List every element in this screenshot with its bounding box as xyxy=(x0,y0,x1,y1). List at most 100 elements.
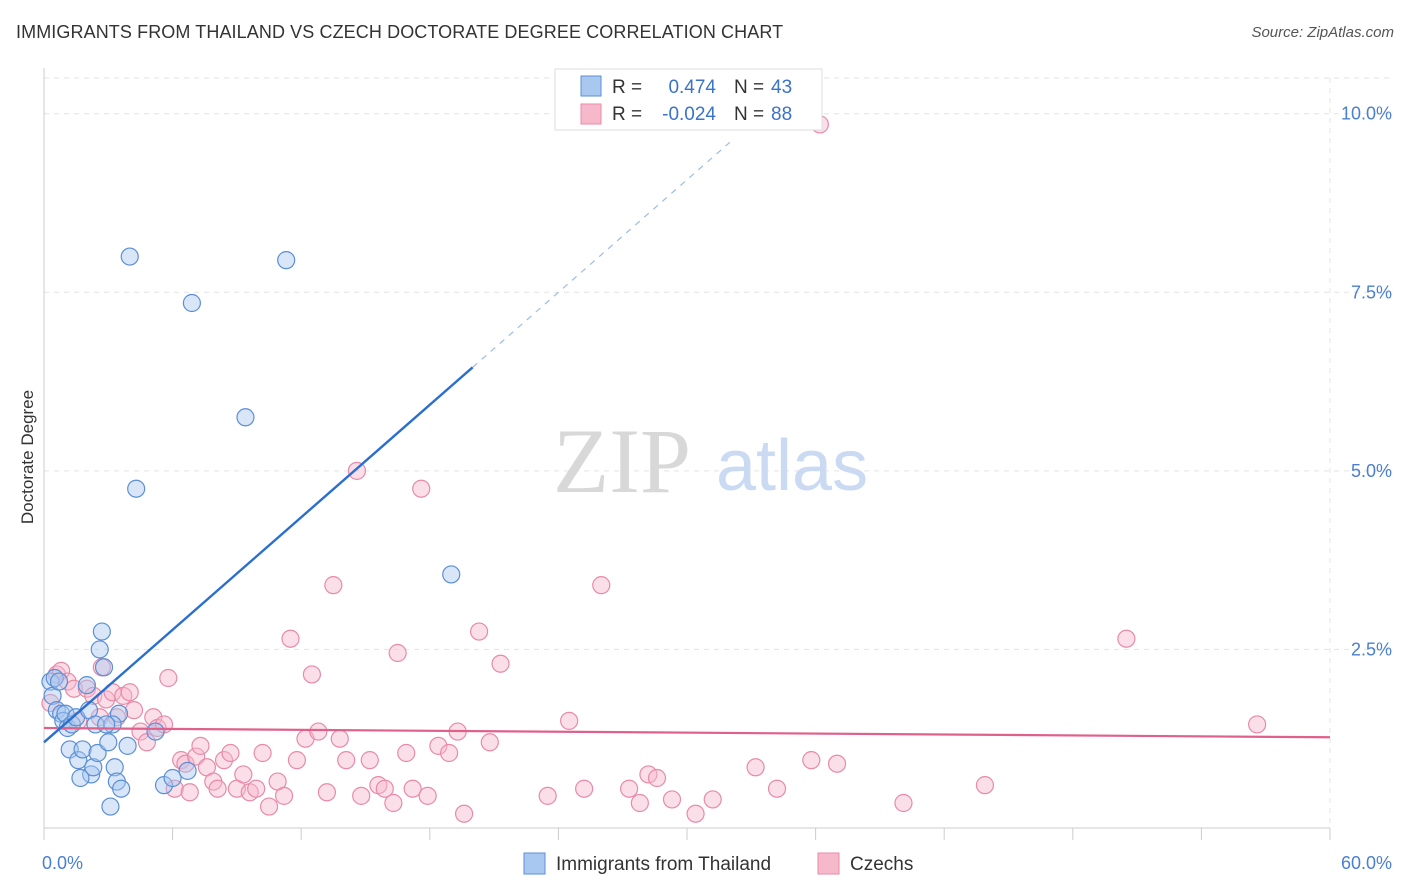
czech-point xyxy=(330,729,349,748)
bottom-legend-label-thailand: Immigrants from Thailand xyxy=(556,854,771,875)
czech-point xyxy=(802,751,821,770)
y-axis-title: Doctorate Degree xyxy=(18,390,37,524)
czech-point xyxy=(176,754,195,773)
czech-point xyxy=(454,804,474,823)
czech-point xyxy=(538,786,557,805)
czech-point xyxy=(337,751,356,770)
czech-point xyxy=(347,461,367,480)
y-tick-label: 10.0% xyxy=(1341,104,1392,124)
czech-point xyxy=(131,722,150,741)
thailand-point xyxy=(236,408,255,427)
gridlines xyxy=(44,77,1392,828)
thailand-point xyxy=(146,722,165,741)
czech-point xyxy=(287,751,307,770)
czech-point xyxy=(187,747,206,766)
x-tick-label-max: 60.0% xyxy=(1341,853,1392,873)
y-tick-label: 2.5% xyxy=(1351,639,1392,659)
thailand-point xyxy=(97,715,116,734)
czech-point xyxy=(397,743,416,763)
czech-point xyxy=(159,668,178,688)
y-tick-label: 5.0% xyxy=(1351,461,1392,481)
legend-r-value-czech: -0.024 xyxy=(662,104,716,125)
thailand-point xyxy=(88,743,107,763)
czech-point xyxy=(191,736,210,755)
czech-point xyxy=(1117,629,1136,648)
legend-swatch-czech xyxy=(580,103,602,125)
czech-point xyxy=(662,790,682,809)
trendlines xyxy=(43,141,1331,744)
czech-point xyxy=(259,797,279,816)
thailand-point xyxy=(163,768,182,788)
czech-point xyxy=(480,733,499,752)
legend-swatch-thailand xyxy=(580,75,602,97)
czech-point xyxy=(767,779,787,798)
czech-point xyxy=(302,665,322,684)
czech-point xyxy=(120,683,139,702)
czech-point xyxy=(592,576,611,595)
thailand-point xyxy=(120,247,139,266)
czech-point xyxy=(384,793,403,813)
czech-point xyxy=(281,629,300,648)
czech-point xyxy=(214,751,234,770)
thailand-point xyxy=(90,640,109,659)
czech-point xyxy=(317,783,337,802)
thailand-point xyxy=(92,622,111,641)
czech-point xyxy=(1248,715,1267,734)
czech-point xyxy=(124,701,144,720)
czech-point xyxy=(620,779,639,798)
czech-point xyxy=(418,786,437,805)
czech-point xyxy=(439,743,459,763)
axes xyxy=(43,68,1331,840)
thailand-point xyxy=(94,658,114,677)
x-tick-label-min: 0.0% xyxy=(42,853,83,873)
thailand-point xyxy=(442,565,461,584)
czech-point xyxy=(575,779,594,798)
czech-point xyxy=(827,754,847,773)
czech-point xyxy=(560,711,579,730)
czech-point xyxy=(412,479,431,498)
chart-source: Source: ZipAtlas.com xyxy=(1251,24,1394,41)
czech-point xyxy=(894,793,913,813)
czech-point xyxy=(403,779,422,798)
thailand-point xyxy=(109,704,129,723)
czech-point xyxy=(429,736,448,755)
czech-point xyxy=(469,622,489,641)
thailand-point xyxy=(101,797,120,816)
czech-point xyxy=(309,722,328,741)
czech-point xyxy=(324,576,343,595)
czech-point xyxy=(686,804,705,823)
thailand-point xyxy=(73,740,92,759)
watermark-atlas: atlas xyxy=(716,426,868,506)
legend-top: R = 0.474 N = 43 R = -0.024 N = 88 xyxy=(554,68,823,131)
czech-point xyxy=(274,786,294,805)
czech-point xyxy=(375,779,394,798)
watermark-zip: ZIP xyxy=(553,410,691,512)
thailand-point xyxy=(118,736,137,755)
thailand-trendline xyxy=(43,366,474,744)
czech-point xyxy=(221,743,240,763)
czech-point xyxy=(647,768,667,788)
czech-point xyxy=(491,654,510,673)
czech-point xyxy=(253,743,272,763)
czech-trendline xyxy=(43,726,1331,739)
thailand-point xyxy=(82,765,101,784)
thailand-point xyxy=(49,672,69,691)
legend-r-value-thailand: 0.474 xyxy=(668,77,716,98)
legend-n-label-czech: N = xyxy=(734,104,764,125)
thailand-point xyxy=(277,251,296,270)
bottom-legend-swatch-czech xyxy=(817,852,840,875)
bottom-legend-label-czech: Czechs xyxy=(850,854,913,875)
thailand-point xyxy=(105,758,124,777)
czech-point xyxy=(746,758,765,777)
legend-n-value-thailand: 43 xyxy=(771,77,792,98)
czech-points xyxy=(41,115,1267,823)
bottom-legend-swatch-thailand xyxy=(523,852,546,875)
thailand-point xyxy=(178,761,197,780)
thailand-point xyxy=(77,676,96,695)
thailand-point xyxy=(182,293,201,313)
czech-point xyxy=(360,751,379,770)
czech-point xyxy=(247,779,266,798)
chart-title: IMMIGRANTS FROM THAILAND VS CZECH DOCTOR… xyxy=(16,22,784,42)
czech-point xyxy=(630,793,649,813)
